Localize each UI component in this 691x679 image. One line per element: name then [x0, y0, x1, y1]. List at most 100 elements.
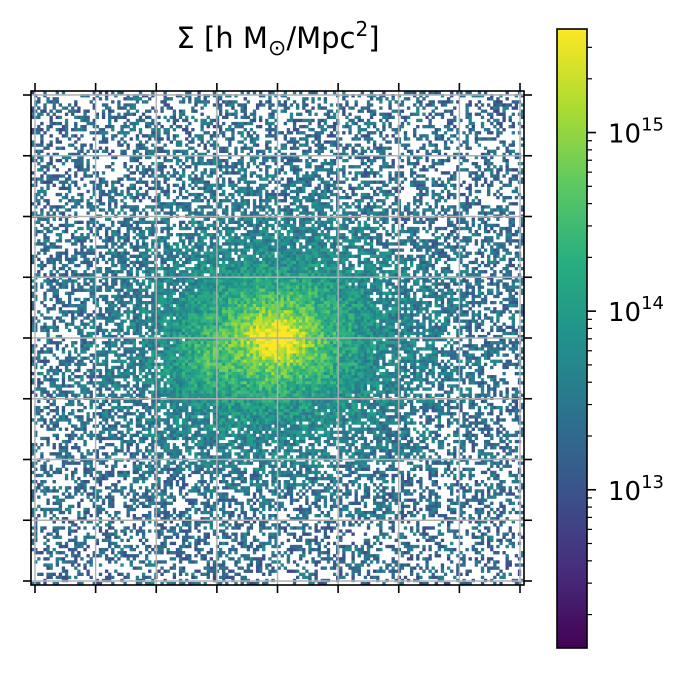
heatmap-cell	[459, 94, 463, 98]
heatmap-cell	[283, 270, 287, 274]
heatmap-cell	[311, 106, 315, 110]
heatmap-cell	[138, 180, 143, 184]
heatmap-cell	[428, 143, 432, 147]
heatmap-cell	[123, 162, 127, 166]
heatmap-cell	[409, 180, 414, 184]
heatmap-cell	[231, 195, 235, 200]
heatmap-cell	[120, 245, 124, 249]
heatmap-cell	[308, 149, 312, 153]
heatmap-cell	[58, 233, 63, 237]
heatmap-cell	[314, 233, 318, 237]
heatmap-cell	[40, 143, 44, 147]
heatmap-cell	[243, 220, 247, 225]
heatmap-cell	[157, 155, 161, 160]
heatmap-cell	[434, 270, 438, 274]
heatmap-cell	[326, 263, 331, 268]
heatmap-cell	[311, 177, 315, 181]
heatmap-cell	[388, 270, 392, 274]
heatmap-cell	[286, 251, 291, 255]
heatmap-cell	[487, 186, 491, 191]
heatmap-cell	[428, 205, 432, 209]
heatmap-cell	[64, 180, 69, 184]
heatmap-cell	[508, 143, 512, 147]
heatmap-cell	[117, 270, 121, 274]
heatmap-cell	[175, 260, 180, 265]
heatmap-cell	[385, 134, 389, 138]
heatmap-cell	[231, 112, 235, 116]
heatmap-cell	[129, 223, 133, 228]
heatmap-cell	[317, 202, 321, 206]
heatmap-cell	[437, 128, 442, 132]
heatmap-cell	[191, 199, 195, 203]
heatmap-cell	[354, 174, 358, 178]
heatmap-cell	[209, 137, 214, 141]
heatmap-cell	[206, 100, 210, 104]
heatmap-cell	[502, 242, 506, 246]
heatmap-cell	[148, 115, 152, 120]
heatmap-cell	[40, 195, 44, 200]
heatmap-cell	[499, 242, 503, 246]
heatmap-cell	[274, 152, 278, 157]
heatmap-cell	[185, 223, 189, 228]
heatmap-cell	[366, 121, 371, 126]
heatmap-cell	[440, 242, 445, 246]
heatmap-cell	[197, 260, 201, 265]
heatmap-cell	[203, 103, 207, 107]
heatmap-cell	[126, 257, 130, 262]
heatmap-cell	[49, 100, 53, 104]
heatmap-cell	[520, 94, 524, 98]
heatmap-cell	[243, 146, 247, 150]
heatmap-cell	[148, 260, 152, 265]
heatmap-cell	[222, 266, 226, 271]
heatmap-cell	[268, 266, 272, 271]
heatmap-cell	[391, 177, 395, 181]
heatmap-cell	[453, 177, 457, 181]
heatmap-cell	[477, 223, 482, 228]
heatmap-cell	[496, 106, 500, 110]
heatmap-cell	[317, 239, 321, 243]
heatmap-cell	[465, 220, 469, 225]
heatmap-cell	[117, 106, 121, 110]
heatmap-cell	[49, 260, 53, 265]
heatmap-cell	[360, 233, 365, 237]
heatmap-cell	[428, 254, 432, 258]
heatmap-cell	[493, 223, 497, 228]
heatmap-cell	[487, 162, 491, 166]
heatmap-cell	[317, 143, 321, 147]
heatmap-cell	[308, 270, 312, 274]
heatmap-cell	[317, 242, 321, 246]
heatmap-cell	[271, 260, 275, 265]
heatmap-cell	[502, 152, 506, 157]
heatmap-cell	[265, 233, 269, 237]
heatmap-cell	[453, 106, 457, 110]
heatmap-cell	[453, 192, 457, 197]
heatmap-cell	[508, 223, 512, 228]
heatmap-cell	[228, 152, 232, 157]
heatmap-cell	[394, 131, 398, 135]
heatmap-cell	[366, 171, 371, 175]
heatmap-cell	[212, 248, 217, 252]
heatmap-cell	[450, 205, 454, 209]
heatmap-cell	[178, 270, 183, 274]
heatmap-cell	[323, 257, 328, 262]
heatmap-cell	[74, 128, 78, 132]
heatmap-cell	[428, 257, 432, 262]
heatmap-cell	[188, 202, 192, 206]
heatmap-cell	[409, 174, 414, 178]
heatmap-cell	[231, 229, 235, 234]
heatmap-cell	[480, 103, 485, 107]
heatmap-cell	[373, 146, 377, 150]
heatmap-cell	[83, 257, 87, 262]
heatmap-cell	[286, 254, 291, 258]
heatmap-cell	[145, 149, 149, 153]
heatmap-cell	[265, 254, 269, 258]
heatmap-cell	[308, 134, 312, 138]
heatmap-cell	[64, 192, 69, 197]
heatmap-cell	[77, 109, 81, 113]
heatmap-cell	[252, 199, 257, 203]
heatmap-cell	[212, 146, 217, 150]
heatmap-cell	[394, 266, 398, 271]
heatmap-cell	[225, 270, 229, 274]
heatmap-cell	[308, 257, 312, 262]
heatmap-cell	[197, 239, 201, 243]
